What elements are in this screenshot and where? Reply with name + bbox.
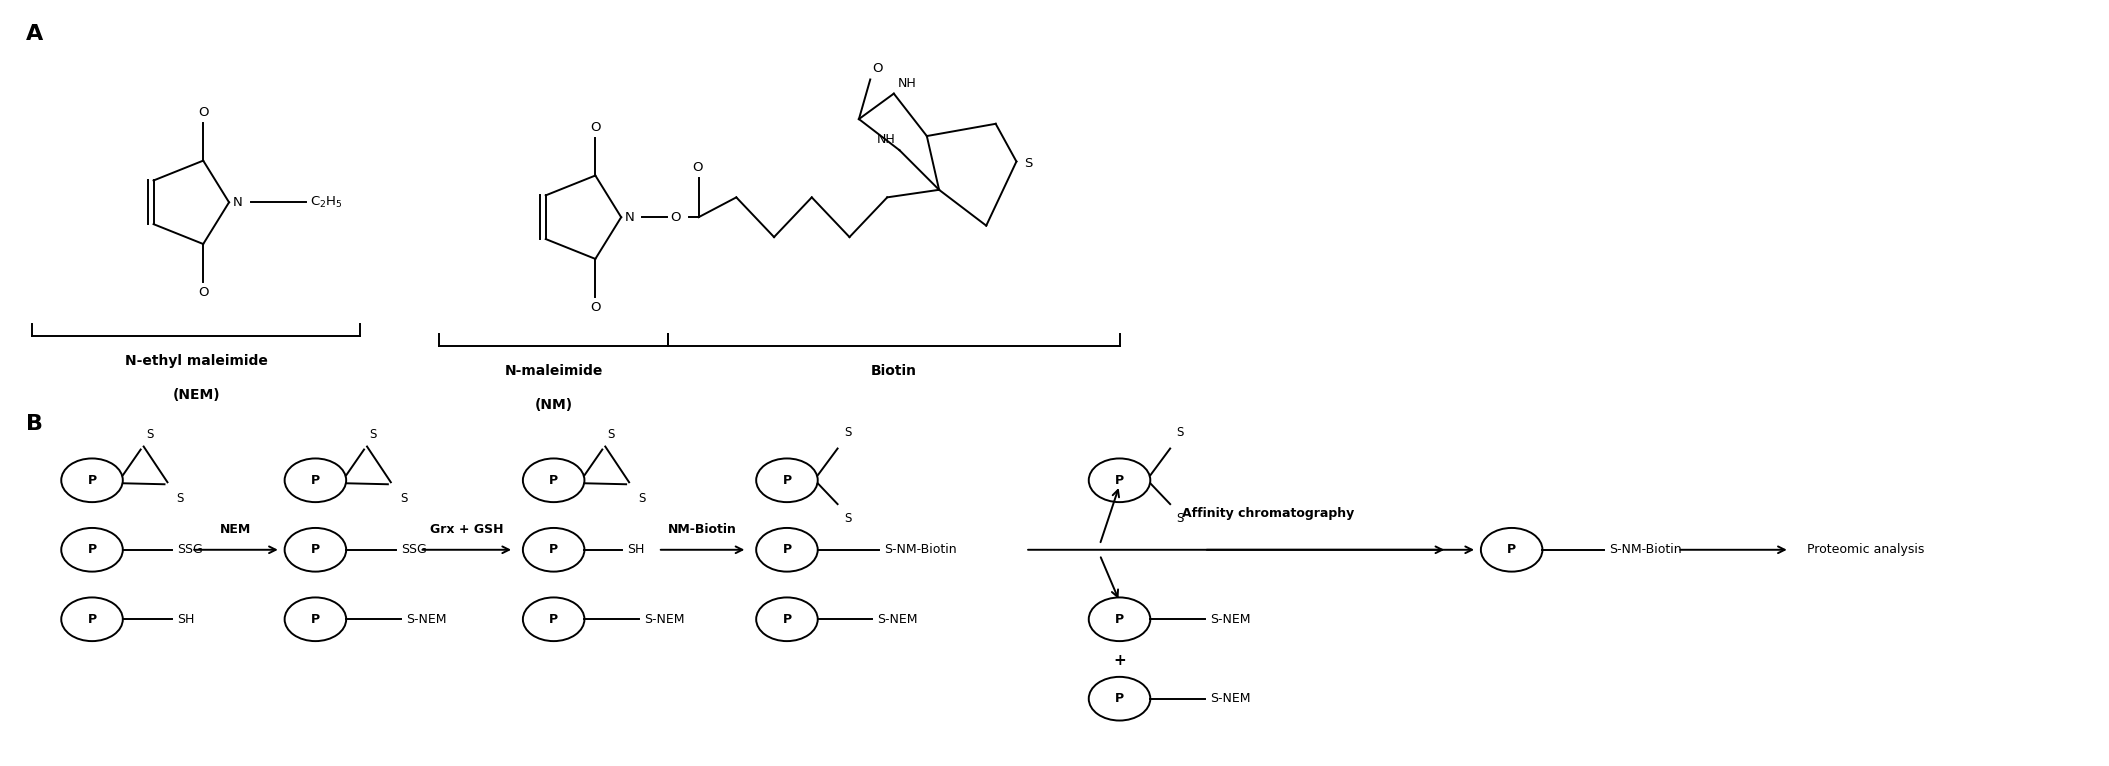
- Text: S-NEM: S-NEM: [405, 613, 447, 626]
- Text: O: O: [591, 300, 601, 313]
- Text: P: P: [782, 613, 791, 626]
- Text: P: P: [310, 543, 321, 556]
- Text: +: +: [1114, 653, 1126, 669]
- Text: N-ethyl maleimide: N-ethyl maleimide: [124, 354, 268, 368]
- Text: S: S: [146, 427, 154, 440]
- Text: S-NEM: S-NEM: [1211, 692, 1251, 705]
- Text: N: N: [624, 211, 635, 224]
- Text: S: S: [1177, 426, 1183, 439]
- Text: S: S: [639, 493, 645, 506]
- Text: P: P: [86, 474, 97, 486]
- Text: P: P: [548, 543, 559, 556]
- Text: P: P: [1116, 474, 1124, 486]
- Text: NH: NH: [898, 77, 917, 90]
- Text: O: O: [873, 63, 884, 76]
- Text: P: P: [1116, 692, 1124, 705]
- Text: Affinity chromatography: Affinity chromatography: [1183, 507, 1354, 520]
- Text: S-NM-Biotin: S-NM-Biotin: [884, 543, 957, 556]
- Text: SH: SH: [177, 613, 194, 626]
- Text: N-maleimide: N-maleimide: [504, 364, 603, 378]
- Text: P: P: [782, 543, 791, 556]
- Text: (NEM): (NEM): [173, 388, 219, 402]
- Text: S: S: [1177, 512, 1183, 525]
- Text: Proteomic analysis: Proteomic analysis: [1807, 543, 1923, 556]
- Text: S: S: [401, 493, 407, 506]
- Text: O: O: [591, 121, 601, 134]
- Text: S-NM-Biotin: S-NM-Biotin: [1609, 543, 1681, 556]
- Text: P: P: [86, 543, 97, 556]
- Text: O: O: [671, 211, 681, 224]
- Text: P: P: [310, 613, 321, 626]
- Text: P: P: [548, 613, 559, 626]
- Text: NEM: NEM: [219, 523, 251, 536]
- Text: S: S: [1025, 157, 1033, 170]
- Text: S: S: [844, 512, 852, 525]
- Text: $\mathregular{C_2H_5}$: $\mathregular{C_2H_5}$: [310, 195, 344, 210]
- Text: S-NEM: S-NEM: [1211, 613, 1251, 626]
- Text: P: P: [782, 474, 791, 486]
- Text: B: B: [25, 414, 42, 434]
- Text: P: P: [1508, 543, 1516, 556]
- Text: P: P: [1116, 613, 1124, 626]
- Text: S: S: [844, 426, 852, 439]
- Text: SSG: SSG: [177, 543, 202, 556]
- Text: P: P: [86, 613, 97, 626]
- Text: (NM): (NM): [534, 398, 574, 412]
- Text: S: S: [177, 493, 183, 506]
- Text: NH: NH: [877, 133, 896, 146]
- Text: O: O: [198, 106, 209, 119]
- Text: S: S: [607, 427, 616, 440]
- Text: S-NEM: S-NEM: [877, 613, 917, 626]
- Text: S-NEM: S-NEM: [643, 613, 685, 626]
- Text: S: S: [369, 427, 378, 440]
- Text: N: N: [232, 196, 243, 209]
- Text: Grx + GSH: Grx + GSH: [430, 523, 504, 536]
- Text: O: O: [198, 286, 209, 299]
- Text: NM-Biotin: NM-Biotin: [669, 523, 736, 536]
- Text: A: A: [25, 24, 42, 44]
- Text: Biotin: Biotin: [871, 364, 917, 378]
- Text: SH: SH: [626, 543, 645, 556]
- Text: O: O: [692, 161, 702, 174]
- Text: SSG: SSG: [401, 543, 426, 556]
- Text: P: P: [548, 474, 559, 486]
- Text: P: P: [310, 474, 321, 486]
